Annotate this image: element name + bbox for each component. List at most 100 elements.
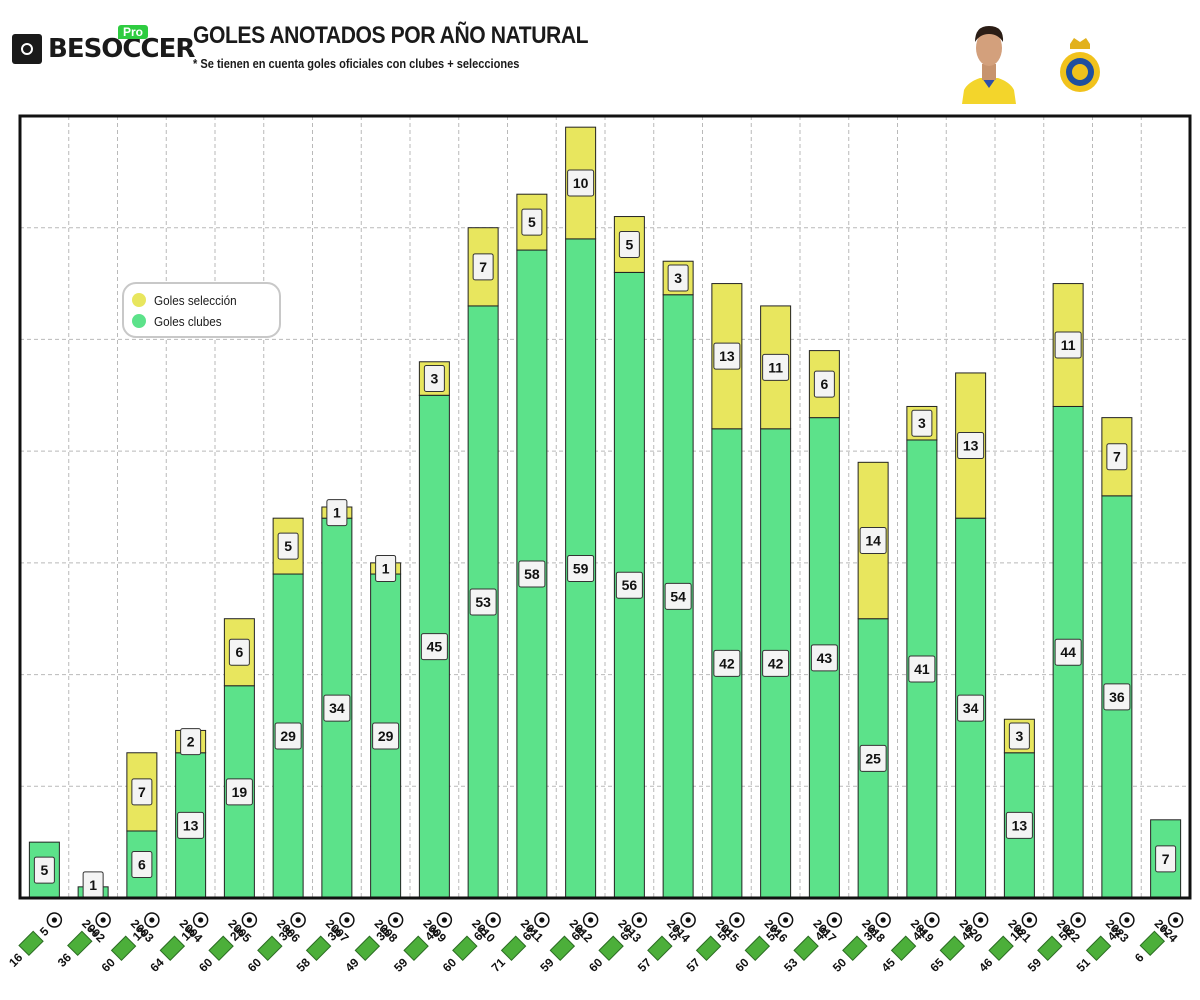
- label-national-2008-text: 1: [333, 505, 341, 521]
- football-icon: [826, 912, 843, 928]
- label-national-2018: 6: [813, 370, 835, 398]
- football-icon-patch: [636, 917, 642, 923]
- label-national-2022-box: [1008, 722, 1030, 750]
- football-icon-patch: [783, 917, 789, 923]
- pitch-icon: [208, 935, 234, 962]
- x-tick-games-b: 6: [1132, 950, 1147, 965]
- x-tick-games-b: 53: [781, 955, 801, 975]
- label-club-2008-text: 34: [329, 700, 345, 716]
- label-club-2016-text: 42: [719, 655, 735, 671]
- label-club-2023-text: 44: [1060, 644, 1076, 660]
- football-icon-patch: [685, 917, 691, 923]
- label-national-2023-box: [1054, 331, 1082, 359]
- label-national-2009-text: 1: [382, 560, 390, 576]
- page-subtitle: * Se tienen en cuenta goles oficiales co…: [193, 56, 520, 71]
- x-tick-games-b: 36: [55, 950, 75, 970]
- pitch-icon: [110, 935, 137, 962]
- label-club-2025-text: 7: [1162, 851, 1170, 867]
- label-national-2010: 3: [423, 365, 445, 393]
- football-icon: [339, 912, 355, 928]
- goals-chart: 5167132196295341291453537585591056554342…: [6, 114, 1192, 975]
- label-national-2005-box: [180, 728, 202, 756]
- football-icon-patch: [295, 917, 301, 923]
- football-icon: [241, 912, 258, 928]
- pitch-icon-field: [744, 935, 771, 962]
- pitch-icon-field: [18, 930, 44, 957]
- label-club-2011: 53: [469, 588, 497, 616]
- label-national-2005-text: 2: [187, 734, 195, 750]
- label-club-2008-box: [323, 694, 351, 722]
- label-national-2017: 11: [762, 353, 790, 381]
- label-national-2009-box: [375, 554, 397, 582]
- label-national-2014-box: [618, 230, 640, 258]
- label-club-2025: 7: [1155, 845, 1177, 873]
- label-club-2005-box: [177, 811, 205, 839]
- label-club-2021: 34: [957, 694, 985, 722]
- football-icon: [582, 912, 599, 928]
- legend-dot-national-icon: [132, 293, 146, 307]
- pitch-icon: [647, 935, 673, 962]
- pitch-icon-field: [647, 935, 673, 962]
- label-club-2016: 42: [713, 649, 741, 677]
- x-tick-games-b: 60: [245, 955, 265, 975]
- label-national-2008-box: [326, 499, 348, 527]
- label-club-2010-box: [420, 633, 448, 661]
- label-club-2017-text: 42: [768, 655, 784, 671]
- label-club-2021-text: 34: [963, 700, 979, 716]
- pitch-icon: [793, 935, 819, 962]
- pitch-icon-field: [500, 935, 527, 962]
- label-national-2011: 7: [472, 253, 494, 281]
- label-club-2010: 45: [420, 633, 448, 661]
- label-club-2010-text: 45: [427, 639, 443, 655]
- football-icon-patch: [441, 917, 447, 923]
- pitch-icon-field: [939, 935, 966, 962]
- label-club-2013-text: 59: [573, 560, 589, 576]
- chart-legend: Goles selección Goles clubes: [122, 282, 281, 338]
- label-national-2021-text: 13: [963, 438, 979, 454]
- football-icon: [485, 912, 501, 928]
- label-club-2007-text: 29: [280, 728, 296, 744]
- football-icon: [1070, 912, 1086, 928]
- pitch-icon: [1085, 935, 1112, 962]
- x-tick-games-b: 59: [391, 955, 411, 975]
- label-club-2014: 56: [615, 571, 643, 599]
- label-national-2013-box: [567, 169, 595, 197]
- football-icon-patch: [734, 917, 740, 923]
- football-icon: [972, 912, 989, 928]
- label-national-2020: 3: [911, 409, 933, 437]
- x-tick-games-b: 57: [684, 955, 704, 975]
- football-icon: [680, 912, 696, 928]
- label-club-2020-text: 41: [914, 661, 930, 677]
- player-photo-icon: [962, 26, 1016, 104]
- label-national-2012-box: [521, 208, 543, 236]
- label-club-2025-box: [1155, 845, 1177, 873]
- pitch-icon-field: [1139, 930, 1166, 957]
- pitch-icon-field: [403, 935, 429, 962]
- label-club-2019-box: [859, 744, 887, 772]
- x-tick-games-b: 57: [635, 955, 655, 975]
- pitch-icon-field: [305, 935, 332, 962]
- label-national-2024: 7: [1106, 443, 1128, 471]
- football-icon-patch: [1173, 917, 1179, 923]
- football-icon: [387, 912, 404, 928]
- pitch-icon: [549, 935, 576, 962]
- football-icon: [436, 912, 453, 928]
- pitch-icon-field: [549, 935, 576, 962]
- pitch-icon-field: [598, 935, 624, 962]
- label-club-2017: 42: [762, 649, 790, 677]
- label-club-2014-box: [615, 571, 643, 599]
- label-national-2024-box: [1106, 443, 1128, 471]
- label-national-2021: 13: [957, 432, 985, 460]
- pitch-icon: [890, 935, 917, 962]
- x-tick-games-b: 59: [537, 955, 557, 975]
- label-national-2005: 2: [180, 728, 202, 756]
- label-national-2019-text: 14: [865, 533, 881, 549]
